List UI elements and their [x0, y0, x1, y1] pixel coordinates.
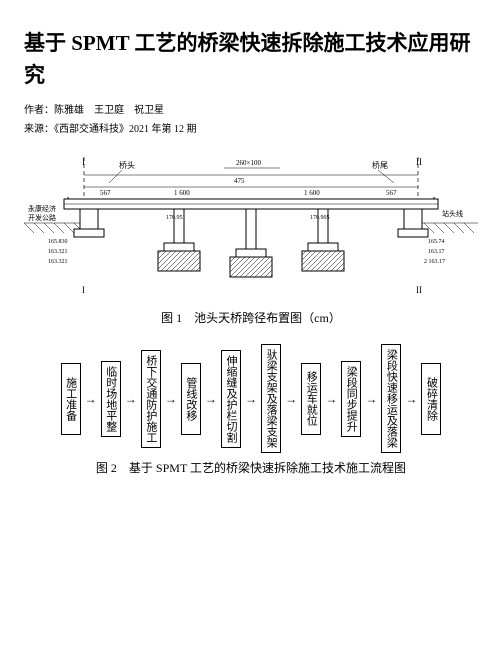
source-line: 来源：《西部交通科技》2021 年第 12 期 [24, 120, 478, 135]
elev-al3: 163.321 [48, 259, 68, 265]
figure-1-caption: 图 1 池头天桥跨径布置图（cm） [24, 309, 478, 326]
flow-step: 施工准备 [61, 363, 81, 435]
flow-arrow-icon: → [285, 393, 297, 405]
dim-567l: 567 [100, 189, 111, 197]
flow-step: 移运车就位 [301, 363, 321, 435]
flow-arrow-icon: → [365, 393, 377, 405]
label-left: 桥头 [119, 160, 135, 170]
elev-pier-l: 170.951 [166, 215, 186, 221]
flow-step: 梁段快速移运及落梁 [381, 344, 401, 453]
source-label: 来源： [24, 124, 54, 135]
flow-arrow-icon: → [165, 393, 177, 405]
flow-arrow-icon: → [245, 393, 257, 405]
axis-I-left: I [82, 157, 85, 167]
flow-step: 临时场地平整 [101, 361, 121, 437]
dim-475: 475 [234, 177, 245, 185]
flowchart: 施工准备 → 临时场地平整 → 桥下交通防护施工 → 管线改移 → 伸缩缝及护栏切割 → 驮梁支架及… [24, 344, 478, 453]
flow-step: 梁段同步提升 [341, 361, 361, 437]
authors-label: 作者： [24, 105, 54, 116]
dim-center: 260×100 [236, 159, 261, 167]
figure-2-caption: 图 2 基于 SPMT 工艺的桥梁快速拆除施工技术施工流程图 [24, 459, 478, 476]
dim-1600l: 1 600 [174, 189, 190, 197]
flow-step: 桥下交通防护施工 [141, 350, 161, 448]
road-label: 永康经济 开发公路 [28, 204, 58, 222]
flow-arrow-icon: → [125, 393, 137, 405]
elev-al1: 165.830 [48, 239, 68, 245]
page-title: 基于 SPMT 工艺的桥梁快速拆除施工技术应用研究 [24, 28, 478, 91]
axis-II-right: II [416, 157, 422, 167]
elev-ar2: 163.17 [428, 249, 445, 255]
label-right: 桥尾 [372, 160, 388, 170]
flow-arrow-icon: → [205, 393, 217, 405]
flow-step: 驮梁支架及落梁支架 [261, 344, 281, 453]
flow-step: 伸缩缝及护栏切割 [221, 350, 241, 448]
figure-2: 施工准备 → 临时场地平整 → 桥下交通防护施工 → 管线改移 → 伸缩缝及护栏切割 → 驮梁支架及… [24, 344, 478, 476]
authors-line: 作者：陈雅雄 王卫庭 祝卫星 [24, 101, 478, 116]
source-value: 《西部交通科技》2021 年第 12 期 [54, 124, 197, 135]
flow-arrow-icon: → [85, 393, 97, 405]
axis-II-bot: II [416, 285, 422, 295]
authors-value: 陈雅雄 王卫庭 祝卫星 [54, 105, 164, 116]
bridge-elevation-svg: I II 桥头 桥尾 260×100 475 567 1 600 1 600 5… [24, 153, 478, 303]
flow-step: 破碎清除 [421, 363, 441, 435]
right-road: 站头线 [442, 209, 463, 218]
axis-I-bot: I [82, 285, 85, 295]
flow-arrow-icon: → [405, 393, 417, 405]
dim-567r: 567 [386, 189, 397, 197]
dim-1600r: 1 600 [304, 189, 320, 197]
elev-al2: 163.321 [48, 249, 68, 255]
elev-ar3: 2 163.17 [424, 259, 445, 265]
flow-step: 管线改移 [181, 363, 201, 435]
elev-pier-r: 170.905 [310, 215, 330, 221]
figure-1: I II 桥头 桥尾 260×100 475 567 1 600 1 600 5… [24, 153, 478, 326]
elev-ar1: 165.74 [428, 239, 445, 245]
flow-arrow-icon: → [325, 393, 337, 405]
